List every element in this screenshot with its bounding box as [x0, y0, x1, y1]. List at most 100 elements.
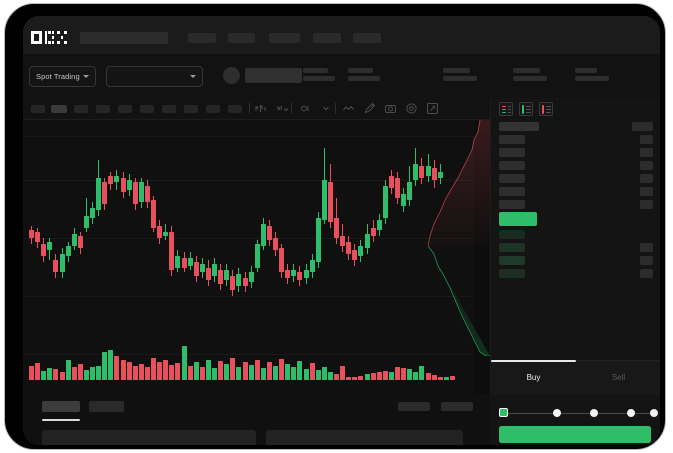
- order-book-spread-row[interactable]: [499, 212, 537, 226]
- tab-sell[interactable]: Sell: [576, 361, 660, 394]
- candle: [29, 120, 34, 314]
- candle-body: [90, 208, 95, 218]
- interval-button-6[interactable]: [140, 105, 154, 113]
- price-chart[interactable]: [23, 120, 474, 394]
- interval-button-4[interactable]: [96, 105, 110, 113]
- candle-body: [291, 270, 297, 276]
- amount-slider-step-2[interactable]: [553, 409, 561, 417]
- order-book-header[interactable]: [499, 122, 539, 131]
- candlestick-chart-icon[interactable]: [254, 102, 267, 115]
- interval-button-5[interactable]: [118, 105, 132, 113]
- candle-body: [102, 182, 108, 204]
- candle-body: [279, 248, 285, 272]
- volume-bar: [254, 360, 260, 380]
- volume-bar: [65, 360, 71, 380]
- volume-bar: [199, 367, 205, 380]
- order-book-bid-row[interactable]: [499, 243, 525, 252]
- candle: [388, 120, 394, 314]
- top-navigation-bar: [23, 16, 660, 54]
- candle-body: [340, 236, 346, 246]
- order-book-rows[interactable]: [491, 120, 660, 312]
- bottom-action-1[interactable]: [398, 402, 430, 411]
- order-book-bid-row[interactable]: [499, 230, 525, 239]
- candle: [102, 120, 108, 314]
- submit-order-button[interactable]: [499, 426, 651, 443]
- volume-bar: [327, 372, 333, 380]
- order-book-ask-row-value: [640, 148, 653, 157]
- candle-body: [388, 176, 394, 188]
- amount-slider-step-4[interactable]: [627, 409, 635, 417]
- volume-bar: [437, 377, 443, 380]
- candle-type-dropdown-icon[interactable]: [276, 102, 289, 115]
- orderbook-mode-bids-icon[interactable]: [519, 102, 533, 116]
- order-book-ask-row[interactable]: [499, 161, 525, 170]
- volume-bar: [53, 369, 59, 380]
- order-book-ask-row[interactable]: [499, 135, 525, 144]
- volume-bar: [236, 367, 242, 380]
- amount-slider-step-5[interactable]: [650, 409, 658, 417]
- indicators-icon[interactable]: [300, 102, 313, 115]
- chevron-down-icon: [83, 75, 89, 78]
- fullscreen-expand-icon[interactable]: [426, 102, 439, 115]
- interval-button-9[interactable]: [206, 105, 220, 113]
- chart-settings-gear-icon[interactable]: [405, 102, 418, 115]
- candle: [395, 120, 400, 314]
- interval-button-7[interactable]: [162, 105, 176, 113]
- interval-button-2[interactable]: [51, 105, 67, 113]
- nav-item-1[interactable]: [188, 33, 216, 43]
- candle-body: [254, 244, 260, 268]
- candle: [169, 120, 175, 314]
- order-book-bid-row[interactable]: [499, 269, 525, 278]
- order-book-bid-row-value: [640, 269, 653, 278]
- order-form-tabs: Buy Sell: [491, 360, 660, 394]
- bottom-action-2[interactable]: [441, 402, 473, 411]
- order-book-bid-row[interactable]: [499, 256, 525, 265]
- volume-bar: [395, 367, 400, 380]
- interval-button-8[interactable]: [184, 105, 198, 113]
- candle-body: [401, 194, 407, 206]
- order-book-view-modes: [499, 102, 553, 116]
- interval-button-10[interactable]: [228, 105, 242, 113]
- candle-body: [120, 178, 126, 192]
- candle: [65, 120, 71, 314]
- nav-item-3[interactable]: [269, 33, 300, 43]
- trading-pair-dropdown[interactable]: [106, 66, 203, 87]
- orderbook-mode-both-icon[interactable]: [499, 102, 513, 116]
- candle-body: [151, 200, 156, 228]
- amount-slider-step-3[interactable]: [590, 409, 598, 417]
- order-book-ask-row[interactable]: [499, 148, 525, 157]
- pair-name-placeholder[interactable]: [245, 68, 302, 83]
- line-chart-icon[interactable]: [342, 102, 355, 115]
- volume-bar: [388, 372, 394, 380]
- nav-item-5[interactable]: [353, 33, 381, 43]
- order-book-ask-row[interactable]: [499, 200, 525, 209]
- okx-logo-icon[interactable]: [31, 31, 69, 44]
- snapshot-camera-icon[interactable]: [384, 102, 397, 115]
- tab-buy[interactable]: Buy: [491, 360, 576, 394]
- bottom-card-2[interactable]: [266, 430, 463, 445]
- toolbar-divider: [335, 103, 336, 114]
- amount-slider-track[interactable]: [499, 413, 651, 415]
- indicator-dropdown-icon[interactable]: [320, 102, 333, 115]
- orderbook-mode-asks-icon[interactable]: [539, 102, 553, 116]
- interval-button-1[interactable]: [31, 105, 45, 113]
- order-book-ask-row[interactable]: [499, 187, 525, 196]
- candle: [297, 120, 303, 314]
- market-type-dropdown[interactable]: Spot Trading: [29, 66, 96, 87]
- candle-body: [346, 242, 352, 254]
- candle-body: [431, 168, 437, 180]
- search-input[interactable]: [80, 32, 168, 44]
- candle-body: [193, 262, 199, 276]
- drawing-tools-icon[interactable]: [363, 102, 376, 115]
- candle-body: [297, 272, 303, 280]
- candle-body: [425, 166, 431, 176]
- volume-bar: [340, 366, 346, 380]
- bottom-tab-2[interactable]: [89, 401, 124, 412]
- amount-slider-handle[interactable]: [499, 408, 508, 417]
- nav-item-2[interactable]: [228, 33, 255, 43]
- bottom-tab-1[interactable]: [42, 401, 80, 412]
- nav-item-4[interactable]: [313, 33, 341, 43]
- bottom-card-1[interactable]: [42, 430, 256, 445]
- interval-button-3[interactable]: [74, 105, 88, 113]
- order-book-ask-row[interactable]: [499, 174, 525, 183]
